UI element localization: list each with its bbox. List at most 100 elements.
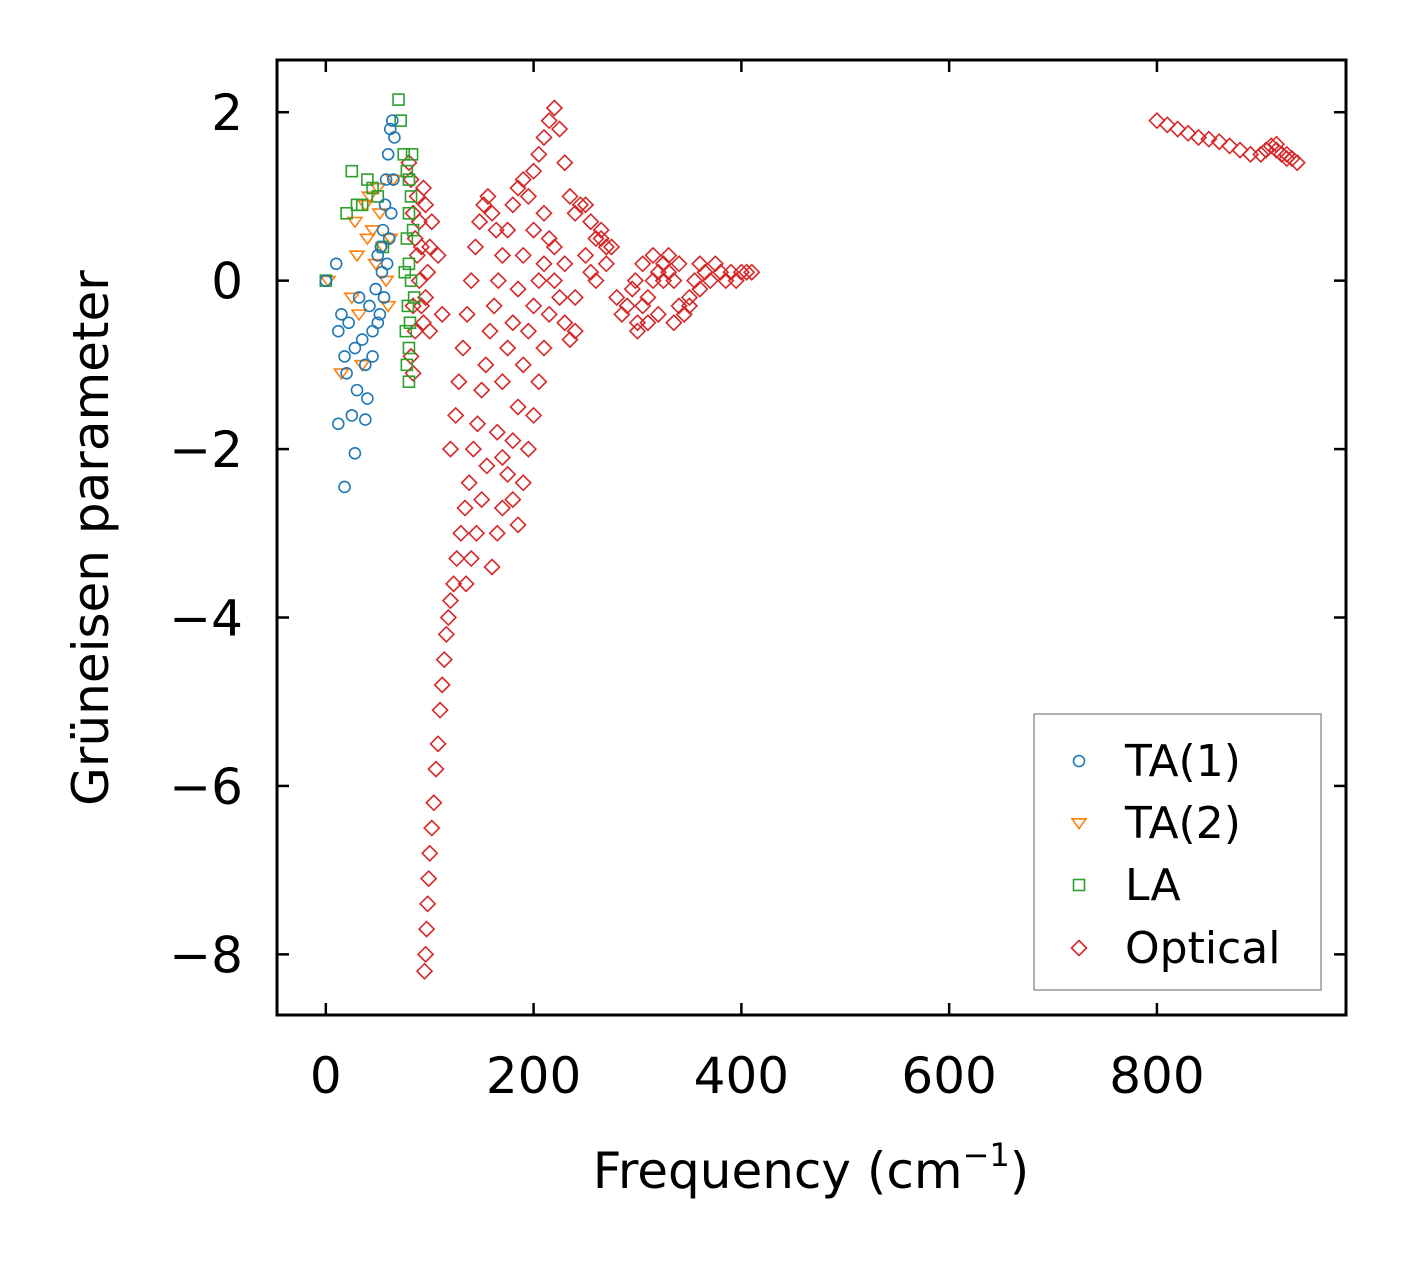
- point-ta-1: [382, 232, 396, 245]
- point-optical: [504, 196, 522, 214]
- point-ta-1: [350, 383, 364, 397]
- point-optical: [634, 297, 652, 315]
- point-ta-2: [348, 250, 366, 263]
- point-optical: [540, 305, 558, 323]
- point-optical: [467, 524, 486, 542]
- point-optical: [514, 356, 532, 374]
- legend-marker-la: [1072, 878, 1086, 892]
- point-optical: [473, 381, 491, 399]
- x-tick-label: 400: [694, 1047, 789, 1105]
- point-optical: [597, 255, 615, 273]
- point-optical: [447, 406, 465, 425]
- point-optical: [479, 187, 497, 206]
- point-optical: [628, 322, 647, 340]
- point-optical: [493, 246, 512, 265]
- point-optical: [1148, 112, 1166, 130]
- point-ta-1: [379, 173, 393, 186]
- point-optical: [566, 322, 584, 340]
- point-optical: [514, 474, 532, 492]
- point-ta-1: [384, 206, 398, 220]
- point-optical: [509, 280, 527, 298]
- point-ta-1: [378, 198, 392, 212]
- point-ta-1: [348, 446, 362, 460]
- point-optical: [701, 272, 719, 290]
- point-optical: [587, 229, 605, 248]
- point-optical: [470, 213, 489, 231]
- point-optical: [509, 398, 527, 416]
- point-ta-1: [361, 392, 374, 405]
- point-optical: [571, 196, 589, 214]
- point-ta-1: [366, 350, 379, 363]
- point-optical: [530, 272, 548, 290]
- point-optical: [1221, 137, 1239, 155]
- point-la: [402, 375, 416, 389]
- point-optical: [519, 322, 538, 340]
- y-tick-label: −2: [169, 421, 243, 479]
- point-ta-1: [369, 282, 382, 296]
- point-optical: [602, 238, 621, 256]
- x-tick-label: 600: [901, 1047, 996, 1105]
- point-optical: [587, 272, 605, 290]
- legend-marker-optical: [1070, 939, 1088, 957]
- point-optical: [561, 330, 579, 349]
- point-ta-1: [319, 274, 333, 287]
- point-optical: [535, 339, 553, 357]
- point-optical: [727, 272, 745, 290]
- point-optical: [493, 448, 512, 467]
- point-optical: [524, 406, 543, 425]
- point-optical: [493, 373, 512, 391]
- legend-label-la: LA: [1125, 860, 1181, 911]
- point-optical: [634, 255, 652, 273]
- point-optical: [504, 490, 522, 509]
- point-optical: [464, 440, 482, 458]
- legend: TA(1) TA(2) LA Optical: [1033, 713, 1322, 991]
- point-optical: [487, 221, 505, 239]
- point-la: [403, 316, 417, 330]
- point-optical: [665, 314, 683, 332]
- point-optical: [743, 263, 761, 281]
- x-axis-label-close: ): [1010, 1142, 1030, 1200]
- point-optical: [1231, 141, 1249, 159]
- point-optical: [737, 263, 756, 281]
- point-optical: [514, 246, 532, 265]
- point-optical: [498, 465, 517, 483]
- point-ta-1: [377, 291, 391, 304]
- point-optical: [597, 238, 615, 256]
- point-optical: [1200, 130, 1218, 148]
- point-optical: [419, 263, 437, 281]
- y-tick-label: 2: [211, 84, 243, 142]
- point-optical: [550, 288, 569, 307]
- point-optical: [1158, 116, 1176, 134]
- y-axis-label: Grüneisen parameter: [62, 270, 120, 806]
- point-optical: [509, 516, 527, 534]
- point-optical: [1179, 124, 1197, 142]
- point-optical: [509, 179, 527, 197]
- point-ta-1: [376, 223, 390, 237]
- point-optical: [483, 558, 501, 576]
- point-la: [392, 93, 405, 106]
- point-optical: [566, 204, 584, 222]
- point-ta-1: [387, 173, 400, 186]
- point-la: [405, 148, 419, 161]
- point-optical: [545, 99, 564, 117]
- point-la: [345, 164, 359, 178]
- point-optical: [530, 145, 548, 163]
- point-optical: [433, 676, 451, 694]
- point-ta-1: [331, 417, 345, 431]
- x-axis-label-superscript: −1: [963, 1136, 1010, 1174]
- point-optical: [504, 314, 522, 332]
- point-la: [402, 257, 416, 271]
- point-optical: [421, 844, 439, 862]
- point-la: [402, 173, 416, 186]
- point-ta-1: [371, 249, 385, 262]
- point-optical: [444, 575, 463, 593]
- y-tick-label: −6: [169, 758, 243, 816]
- point-la: [407, 291, 421, 304]
- point-optical: [545, 238, 564, 256]
- point-optical: [493, 499, 512, 517]
- point-optical: [423, 213, 441, 231]
- point-ta-1: [340, 366, 353, 380]
- point-optical: [1189, 128, 1208, 147]
- plot-frame: [275, 58, 1348, 1017]
- point-optical: [691, 255, 709, 273]
